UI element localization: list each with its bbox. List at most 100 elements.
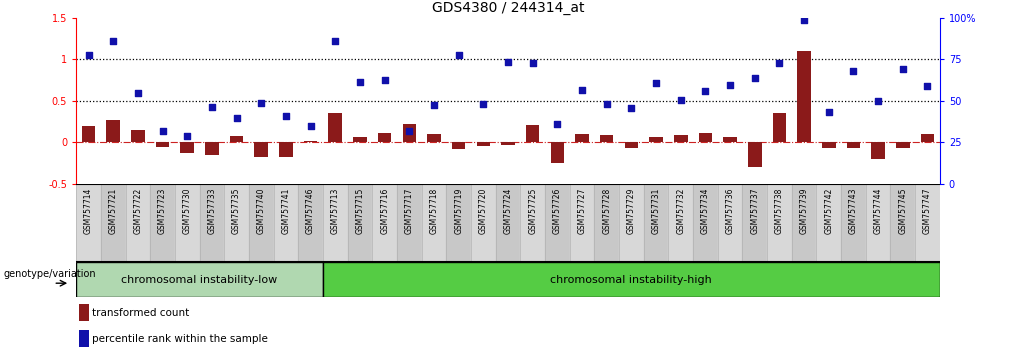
Bar bbox=[772, 113, 786, 143]
Bar bbox=[625, 143, 638, 148]
Bar bbox=[452, 143, 465, 149]
Bar bbox=[791, 184, 817, 262]
Text: GSM757723: GSM757723 bbox=[158, 188, 167, 234]
Bar bbox=[693, 184, 717, 262]
Bar bbox=[649, 137, 662, 143]
Bar bbox=[150, 184, 175, 262]
Text: GSM757743: GSM757743 bbox=[849, 188, 858, 234]
Point bbox=[204, 104, 220, 109]
Bar bbox=[520, 184, 545, 262]
Text: genotype/variation: genotype/variation bbox=[4, 269, 97, 279]
Bar bbox=[446, 184, 471, 262]
Text: GSM757724: GSM757724 bbox=[504, 188, 512, 234]
Bar bbox=[866, 184, 890, 262]
Bar bbox=[644, 184, 669, 262]
Text: GSM757741: GSM757741 bbox=[281, 188, 291, 234]
Text: GSM757720: GSM757720 bbox=[479, 188, 488, 234]
Bar bbox=[570, 184, 594, 262]
Point bbox=[821, 109, 837, 115]
Bar bbox=[471, 184, 496, 262]
Point bbox=[919, 83, 936, 89]
Text: GSM757714: GSM757714 bbox=[84, 188, 93, 234]
Point bbox=[303, 123, 319, 129]
Bar bbox=[896, 143, 909, 148]
Bar bbox=[674, 135, 688, 143]
Point bbox=[105, 38, 121, 44]
Bar bbox=[545, 184, 570, 262]
Text: GSM757740: GSM757740 bbox=[257, 188, 266, 234]
Text: GSM757725: GSM757725 bbox=[528, 188, 537, 234]
Bar bbox=[81, 126, 96, 143]
Text: GSM757729: GSM757729 bbox=[627, 188, 636, 234]
Bar bbox=[155, 143, 170, 147]
Text: GSM757742: GSM757742 bbox=[824, 188, 833, 234]
Bar bbox=[199, 184, 225, 262]
Text: GSM757738: GSM757738 bbox=[775, 188, 784, 234]
Point bbox=[722, 82, 739, 88]
Text: GSM757717: GSM757717 bbox=[404, 188, 414, 234]
Text: GSM757747: GSM757747 bbox=[923, 188, 932, 234]
Point bbox=[648, 80, 664, 85]
Bar bbox=[328, 113, 342, 143]
Bar bbox=[526, 125, 539, 143]
Text: chromosomal instability-low: chromosomal instability-low bbox=[122, 275, 277, 285]
Bar bbox=[402, 124, 417, 143]
Bar bbox=[378, 132, 391, 143]
Point bbox=[500, 59, 516, 65]
Bar bbox=[496, 184, 520, 262]
Point bbox=[450, 52, 466, 58]
Bar bbox=[304, 141, 317, 143]
Bar bbox=[76, 262, 323, 297]
Point bbox=[524, 61, 541, 66]
Point bbox=[377, 77, 393, 83]
Bar bbox=[767, 184, 791, 262]
Text: GSM757733: GSM757733 bbox=[207, 188, 216, 234]
Bar bbox=[669, 184, 693, 262]
Bar bbox=[915, 184, 940, 262]
Text: GSM757731: GSM757731 bbox=[651, 188, 660, 234]
Point bbox=[870, 98, 886, 104]
Bar bbox=[397, 184, 422, 262]
Text: GSM757736: GSM757736 bbox=[725, 188, 735, 234]
Point bbox=[229, 115, 245, 120]
Bar bbox=[551, 143, 564, 163]
Bar bbox=[107, 120, 120, 143]
Text: GSM757744: GSM757744 bbox=[874, 188, 883, 234]
Text: percentile rank within the sample: percentile rank within the sample bbox=[92, 334, 268, 344]
Point bbox=[673, 97, 689, 103]
Point bbox=[352, 79, 368, 85]
Point bbox=[771, 60, 787, 65]
Bar bbox=[323, 262, 940, 297]
Text: GSM757735: GSM757735 bbox=[232, 188, 241, 234]
Point bbox=[550, 121, 566, 127]
Bar bbox=[126, 184, 150, 262]
Point bbox=[154, 128, 171, 134]
Bar bbox=[230, 136, 244, 143]
Bar bbox=[249, 184, 273, 262]
Text: GSM757715: GSM757715 bbox=[356, 188, 365, 234]
Bar bbox=[347, 184, 372, 262]
Point bbox=[426, 102, 442, 108]
Bar bbox=[872, 143, 885, 159]
Bar bbox=[299, 184, 323, 262]
Point bbox=[747, 76, 763, 81]
Text: chromosomal instability-high: chromosomal instability-high bbox=[551, 275, 712, 285]
Point bbox=[253, 101, 269, 106]
Text: GSM757727: GSM757727 bbox=[577, 188, 586, 234]
Bar bbox=[841, 184, 866, 262]
Bar bbox=[890, 184, 915, 262]
Text: GSM757732: GSM757732 bbox=[677, 188, 685, 234]
Bar bbox=[477, 143, 490, 146]
Text: GSM757726: GSM757726 bbox=[553, 188, 562, 234]
Text: GSM757721: GSM757721 bbox=[109, 188, 118, 234]
Bar bbox=[273, 184, 299, 262]
Bar bbox=[822, 143, 835, 148]
Bar bbox=[699, 133, 712, 143]
Point bbox=[598, 101, 615, 107]
Bar bbox=[131, 130, 144, 143]
Point bbox=[574, 87, 590, 93]
Title: GDS4380 / 244314_at: GDS4380 / 244314_at bbox=[432, 1, 584, 15]
Point bbox=[623, 105, 639, 111]
Bar bbox=[175, 184, 199, 262]
Point bbox=[697, 88, 713, 94]
